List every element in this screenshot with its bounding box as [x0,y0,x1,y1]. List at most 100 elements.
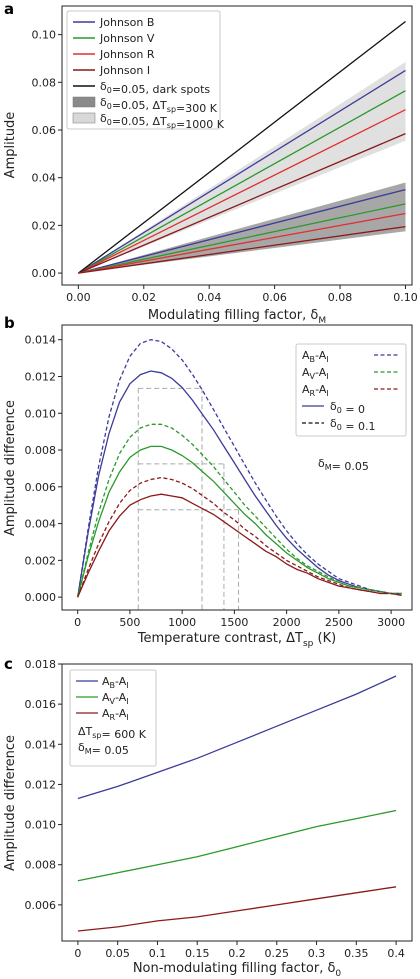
legend-label: AV-AI [302,366,329,381]
y-tick-label: 0.018 [25,658,57,671]
series-line-0 [77,370,402,598]
x-tick-label: 0.15 [185,947,210,960]
legend-label: AR-AI [102,707,129,722]
x-tick-label: 0.25 [265,947,290,960]
panel-a-xlabel: Modulating filling factor, δM [148,308,326,326]
x-tick-label: 1500 [220,616,248,629]
y-tick-label: 0.00 [32,267,57,280]
y-tick-label: 0.006 [25,481,57,494]
series-line-1 [77,445,402,598]
x-tick-label: 0.1 [149,947,167,960]
series-line-4 [77,423,402,598]
panel-c-letter: c [4,655,13,673]
y-tick-label: 0.014 [25,738,57,751]
y-tick-label: 0.012 [25,370,57,383]
x-tick-label: 0.02 [132,291,157,304]
series-line-7 [78,212,406,274]
y-tick-label: 0.006 [25,899,57,912]
legend-label: Johnson R [99,48,155,61]
y-tick-label: 0.008 [25,444,57,457]
panel-a-legend: Johnson B Johnson V Johnson R Johnson I δ0=0… [66,10,225,131]
panel-c-plot-area [77,675,397,932]
panel-b-ylabel: Amplitude difference [3,400,18,536]
panel-c: c 0 0.05 0.1 0.15 0.2 0.25 0.3 0.35 0.4 0.006 0.00… [3,655,413,979]
legend-label: δ0=0.05, ΔTsp=300 K [100,96,218,115]
y-tick-label: 0.10 [32,29,57,42]
x-tick-label: 0.05 [105,947,130,960]
panel-a: a 0.00 0.02 0.04 0.06 0.08 0.100.000.020.040.… [3,0,418,326]
panel-c-ticks: 0 0.05 0.1 0.15 0.2 0.25 0.3 0.35 0.4 0.006 0.008 0… [25,658,405,960]
y-tick-label: 0.010 [25,819,57,832]
band-300k [78,182,406,274]
series-line-3 [78,133,406,274]
panel-b: b 0 500 1000 1500 2000 2500 3000 0.000 0.002 0.00… [3,314,413,649]
panel-b-annotation-text: δM= 0.05 [318,457,369,473]
series-line-5 [77,476,402,598]
series-line-5 [78,188,406,274]
legend-label: AB-AI [102,675,129,690]
y-tick-label: 0.014 [25,334,57,347]
legend-label: δ0 = 0.1 [330,417,376,433]
y-tick-label: 0.004 [25,518,57,531]
x-tick-label: 0 [74,616,81,629]
x-tick-label: 0.00 [66,291,91,304]
x-tick-label: 0.04 [197,291,222,304]
x-tick-label: 0.4 [387,947,405,960]
legend-box [295,343,407,437]
panel-a-plot-area [78,20,406,274]
legend-box [66,10,221,130]
panel-b-letter: b [4,314,15,332]
x-tick-label: 0 [74,947,81,960]
series-line-8 [78,225,406,274]
y-tick-label: 0.012 [25,778,57,791]
legend-swatch [72,96,96,108]
series-line-0 [78,69,406,274]
x-tick-label: 2000 [273,616,301,629]
y-tick-label: 0.002 [25,554,57,567]
panel-b-frame [61,324,413,611]
legend-swatch [72,112,96,124]
x-tick-label: 3000 [377,616,405,629]
panel-a-ylabel: Amplitude [3,112,18,179]
band-1000k [78,62,406,274]
series-line-6 [78,203,406,274]
y-tick-label: 0.000 [25,591,57,604]
legend-label: AR-AI [302,383,329,398]
panel-b-xlabel: Temperature contrast, ΔTsp (K) [137,631,336,649]
x-tick-label: 0.10 [393,291,418,304]
series-line-3 [77,339,402,598]
panel-a-letter: a [4,0,14,18]
y-tick-label: 0.016 [25,698,57,711]
x-tick-label: 0.2 [228,947,246,960]
y-tick-label: 0.04 [32,172,57,185]
panel-c-xlabel: Non-modulating filling factor, δ0 [133,961,342,979]
series-line-1 [78,90,406,274]
panel-b-ticks: 0 500 1000 1500 2000 2500 3000 0.000 0.002 0.004 0… [25,334,406,629]
panel-b-plot-area [77,339,402,610]
legend-box [69,669,157,767]
y-tick-label: 0.06 [32,124,57,137]
series-line-4 [78,20,406,274]
panel-a-ticks: 0.00 0.02 0.04 0.06 0.08 0.10 0.00 0.02 0.04 0.06… [32,29,418,304]
legend-label: Johnson B [99,16,154,29]
legend-label: AV-AI [102,691,129,706]
legend-label: δ0=0.05, dark spots [100,80,210,96]
legend-label: Johnson V [99,32,155,45]
series-line-2 [78,109,406,274]
legend-label: δ0=0.05, ΔTsp=1000 K [100,112,225,131]
legend-label: AB-AI [302,349,329,364]
y-tick-label: 0.008 [25,859,57,872]
series-line-0 [77,675,397,800]
x-tick-label: 0.3 [308,947,326,960]
panel-a-frame [61,5,413,286]
y-tick-label: 0.08 [32,76,57,89]
series-line-2 [77,886,397,932]
x-tick-label: 2500 [325,616,353,629]
x-tick-label: 0.08 [328,291,353,304]
panel-c-ylabel: Amplitude difference [3,735,18,871]
y-tick-label: 0.02 [32,219,57,232]
x-tick-label: 0.06 [262,291,287,304]
x-tick-label: 0.35 [344,947,369,960]
y-tick-label: 0.010 [25,407,57,420]
